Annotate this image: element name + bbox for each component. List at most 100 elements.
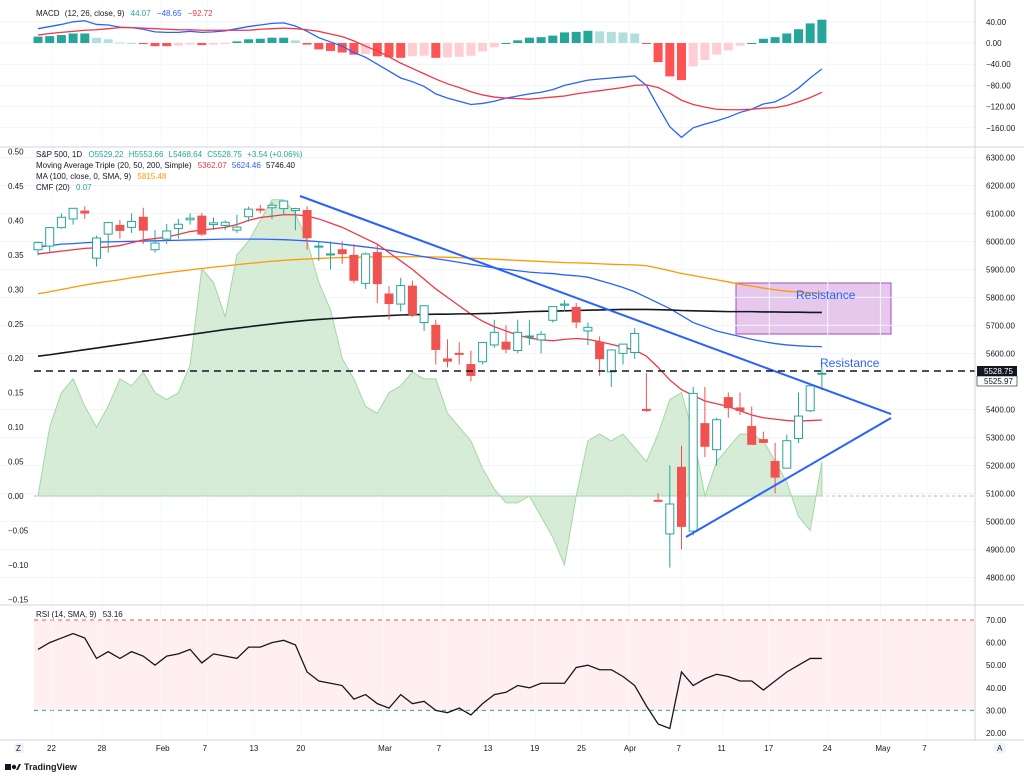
- candle-up: [524, 335, 534, 338]
- macd-histogram-bar: [361, 43, 371, 55]
- candle-down: [138, 216, 148, 231]
- macd-histogram-bar: [548, 35, 558, 43]
- candle-up: [314, 245, 324, 248]
- macd-histogram-bar: [349, 43, 359, 55]
- candle-up: [665, 503, 675, 535]
- macd-legend-name: MACD: [36, 9, 60, 18]
- price-tick-label: 4800.00: [986, 573, 1015, 582]
- rising-trendline[interactable]: [685, 417, 892, 538]
- candle-down: [595, 341, 605, 360]
- candle-up: [127, 220, 137, 228]
- macd-histogram-bar: [571, 31, 581, 43]
- macd-histogram-bar: [56, 35, 66, 43]
- candle-down: [255, 208, 265, 211]
- macd-histogram-bar: [220, 43, 230, 44]
- rsi-legend[interactable]: RSI (14, SMA, 9) 53.16: [36, 610, 123, 619]
- macd-histogram-bar: [653, 43, 663, 63]
- macd-histogram-bar: [173, 43, 183, 46]
- ohlc-change: +3.54 (+0.06%): [247, 150, 302, 159]
- price-tick-label: 6100.00: [986, 209, 1015, 218]
- cmf-legend[interactable]: CMF (20) 0.07: [36, 183, 92, 192]
- candle-up: [220, 221, 230, 226]
- time-tick-label: 19: [530, 744, 539, 753]
- candle-up: [688, 392, 698, 532]
- time-tick-label: 13: [483, 744, 492, 753]
- price-tick-label: 5900.00: [986, 265, 1015, 274]
- candle-down: [723, 397, 733, 409]
- auto-scale-button[interactable]: [994, 743, 1006, 753]
- macd-histogram-bar: [337, 43, 347, 53]
- candle-up: [536, 333, 546, 341]
- candle-down: [372, 252, 382, 285]
- price-tick-label: 5700.00: [986, 321, 1015, 330]
- macd-histogram-bar: [185, 43, 195, 45]
- time-tick-label: May: [875, 744, 890, 753]
- candle-up: [560, 303, 569, 306]
- macd-histogram-bar: [630, 33, 640, 43]
- macd-histogram-bar: [279, 37, 289, 43]
- ma-legend[interactable]: MA (100, close, 0, SMA, 9) 5815.48: [36, 172, 167, 181]
- candle-up: [618, 343, 628, 354]
- macd-histogram-bar: [197, 43, 207, 46]
- ma-legend-label: MA (100, close, 0, SMA, 9): [36, 172, 131, 181]
- candle-up: [782, 440, 792, 469]
- cmf-tick-label: 0.25: [8, 320, 24, 329]
- macd-histogram-bar: [641, 43, 651, 44]
- last-price-badge-text: 5528.75: [984, 367, 1013, 376]
- cmf-tick-label: 0.40: [8, 216, 24, 225]
- macd-histogram-bar: [794, 29, 803, 43]
- candle-up: [794, 415, 803, 439]
- time-tick-label: 17: [764, 744, 773, 753]
- rsi-tick-label: 50.00: [986, 661, 1007, 670]
- macd-histogram-bar: [314, 43, 324, 50]
- candle-up: [209, 222, 218, 226]
- cmf-tick-label: 0.05: [8, 458, 24, 467]
- macd-histogram-bar: [770, 37, 780, 43]
- macd-histogram-bar: [618, 32, 628, 43]
- candle-up: [103, 222, 113, 235]
- candle-down: [407, 285, 417, 315]
- candle-up: [162, 230, 172, 240]
- price-tick-label: 5300.00: [986, 433, 1015, 442]
- candle-up: [606, 349, 616, 373]
- time-tick-label: Feb: [156, 744, 170, 753]
- symbol-legend[interactable]: S&P 500, 1D O5529.22 H5553.66 L5468.64 C…: [36, 150, 303, 159]
- macd-tick-label: −40.00: [986, 60, 1011, 69]
- macd-histogram-bar: [712, 43, 722, 55]
- candle-down: [770, 460, 780, 478]
- reset-zoom-button[interactable]: [14, 743, 24, 753]
- falling-trendline[interactable]: [299, 195, 892, 415]
- rsi-series: [37, 632, 822, 730]
- candle-down: [571, 306, 581, 323]
- macd-histogram-bar: [302, 43, 312, 45]
- macd-histogram-bar: [290, 40, 300, 43]
- macd-legend[interactable]: MACD (12, 26, close, 9) 44.07 −48.65 −92…: [36, 9, 213, 18]
- candle-up: [173, 223, 183, 229]
- macd-histogram-bar: [677, 43, 686, 81]
- candle-up: [805, 385, 815, 412]
- macd-histogram-bar: [138, 43, 148, 45]
- macd-histogram-bar: [326, 43, 335, 51]
- macd-histogram-bar: [454, 43, 464, 57]
- mat-legend[interactable]: Moving Average Triple (20, 50, 200, Simp…: [36, 161, 296, 170]
- macd-histogram-bar: [478, 43, 488, 52]
- rsi-line: [37, 632, 822, 730]
- price-tick-label: 5000.00: [986, 517, 1015, 526]
- candle-up: [244, 208, 254, 218]
- candle-up: [478, 341, 488, 363]
- macd-histogram-bar: [443, 43, 452, 58]
- price-tick-label: 5200.00: [986, 461, 1015, 470]
- candle-up: [45, 227, 55, 247]
- candle-up: [279, 200, 289, 210]
- time-tick-label: 20: [296, 744, 305, 753]
- price-tick-label: 5100.00: [986, 489, 1015, 498]
- candle-up: [185, 217, 195, 221]
- cmf-tick-label: 0.20: [8, 354, 24, 363]
- macd-histogram-bar: [68, 33, 78, 43]
- macd-histogram-bar: [536, 37, 546, 43]
- macd-signal-line: [37, 26, 823, 111]
- candle-down: [443, 358, 452, 362]
- resistance-label-upper: Resistance: [796, 288, 856, 302]
- candle-down: [197, 215, 207, 235]
